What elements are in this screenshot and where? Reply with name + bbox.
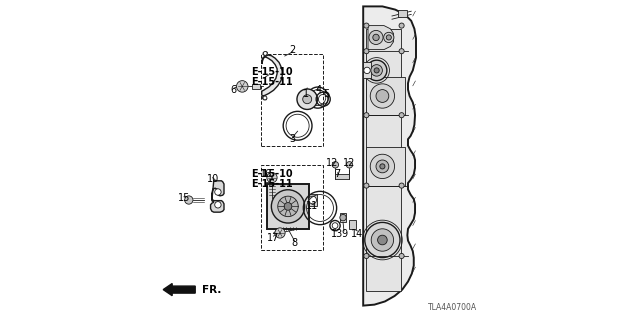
Circle shape (297, 89, 317, 109)
Circle shape (374, 68, 380, 73)
Circle shape (364, 183, 369, 188)
Text: 15: 15 (178, 193, 190, 204)
Circle shape (271, 190, 305, 223)
Text: FR.: FR. (202, 284, 221, 295)
Bar (261, 54, 323, 146)
Text: 17: 17 (268, 233, 280, 244)
Text: 6: 6 (230, 84, 237, 95)
Circle shape (332, 162, 339, 168)
Circle shape (399, 49, 404, 54)
Circle shape (371, 229, 394, 251)
Polygon shape (364, 6, 416, 306)
Polygon shape (262, 96, 267, 100)
Circle shape (370, 84, 395, 108)
Bar (364, 62, 371, 78)
Circle shape (263, 96, 267, 100)
Circle shape (215, 202, 221, 208)
Text: 9: 9 (341, 228, 347, 239)
Circle shape (399, 253, 404, 259)
Text: 10: 10 (207, 174, 219, 184)
Text: E-15-11: E-15-11 (251, 76, 293, 87)
Circle shape (237, 81, 248, 92)
Circle shape (264, 52, 268, 55)
Circle shape (371, 65, 383, 76)
Text: E-15-10: E-15-10 (251, 67, 293, 77)
Text: 16: 16 (259, 169, 272, 180)
Text: TLA4A0700A: TLA4A0700A (428, 303, 477, 312)
Circle shape (370, 154, 395, 179)
Circle shape (267, 172, 277, 183)
Text: E-15-10: E-15-10 (251, 169, 293, 180)
Circle shape (364, 113, 369, 118)
Circle shape (364, 253, 369, 259)
Circle shape (365, 222, 400, 258)
Circle shape (378, 235, 387, 245)
Bar (366, 147, 404, 186)
Circle shape (364, 67, 370, 74)
Text: E-15-11: E-15-11 (251, 179, 293, 189)
Text: 3: 3 (290, 134, 296, 144)
Bar (366, 77, 404, 115)
Bar (252, 84, 260, 89)
Circle shape (215, 189, 221, 195)
Text: 8: 8 (291, 238, 298, 248)
Circle shape (399, 23, 404, 28)
Circle shape (364, 49, 369, 54)
Circle shape (366, 60, 387, 81)
Circle shape (380, 164, 385, 169)
Circle shape (309, 196, 316, 204)
Text: 5: 5 (323, 89, 330, 100)
Polygon shape (263, 52, 268, 56)
Text: 2: 2 (290, 44, 296, 55)
Circle shape (346, 162, 353, 168)
Bar (349, 220, 356, 229)
Circle shape (399, 183, 404, 188)
Bar (366, 29, 401, 291)
Circle shape (399, 113, 404, 118)
Circle shape (376, 160, 389, 173)
Circle shape (386, 35, 391, 40)
Bar (261, 165, 323, 250)
Polygon shape (262, 55, 282, 96)
Polygon shape (211, 181, 224, 212)
Text: 13: 13 (331, 228, 343, 239)
Circle shape (383, 32, 394, 43)
Circle shape (369, 30, 383, 44)
Bar (340, 213, 346, 222)
Circle shape (376, 90, 389, 102)
FancyArrow shape (163, 284, 195, 296)
Circle shape (340, 214, 346, 221)
Text: 1: 1 (303, 89, 308, 100)
Text: 4: 4 (316, 84, 321, 95)
Text: 11: 11 (306, 201, 318, 212)
Circle shape (275, 228, 285, 238)
Circle shape (372, 34, 379, 41)
Text: 12: 12 (342, 158, 355, 168)
Text: 7: 7 (335, 169, 340, 180)
Text: 12: 12 (326, 158, 338, 168)
Polygon shape (368, 26, 394, 50)
Circle shape (185, 196, 193, 204)
Circle shape (284, 203, 292, 210)
Bar (309, 194, 317, 206)
Circle shape (303, 95, 312, 104)
Bar (398, 10, 408, 17)
Text: 14: 14 (351, 228, 364, 239)
Bar (268, 184, 309, 229)
Circle shape (364, 23, 369, 28)
Bar (335, 174, 349, 179)
Circle shape (278, 196, 298, 217)
